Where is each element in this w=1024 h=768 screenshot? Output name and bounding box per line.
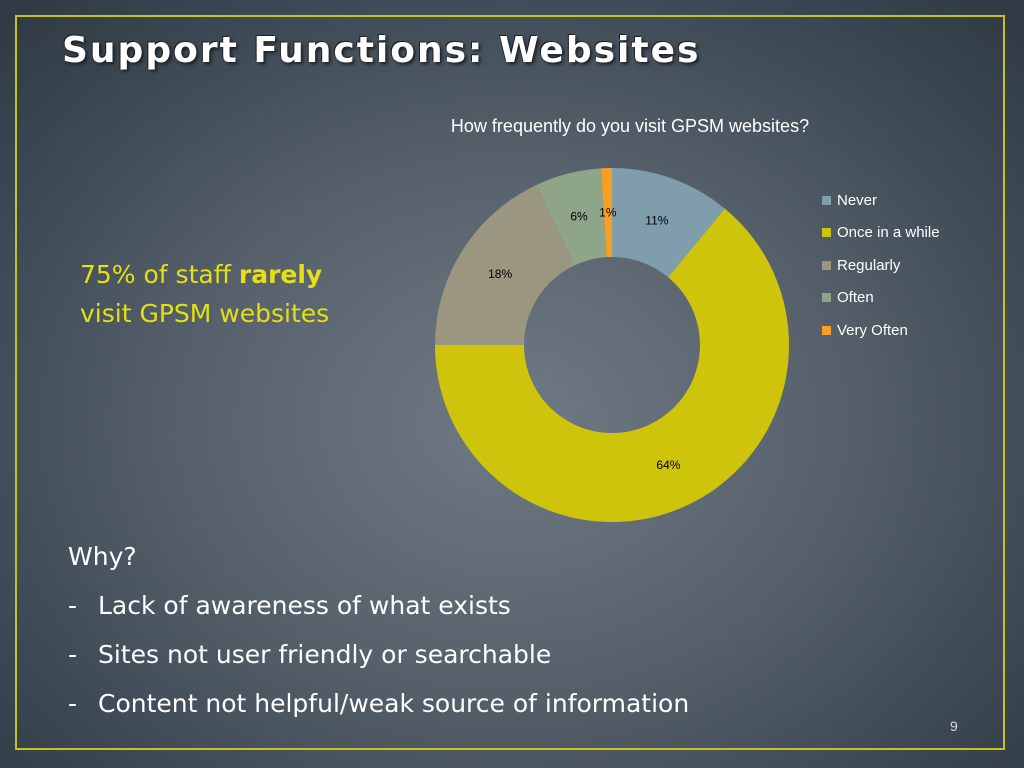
slice-label: 64% [656, 458, 680, 472]
legend-item: Very Often [822, 314, 940, 347]
bullet-item: - Content not helpful/weak source of inf… [68, 679, 689, 728]
bullet-item: - Lack of awareness of what exists [68, 581, 689, 630]
bullet-marker: - [68, 640, 78, 669]
legend-item: Never [822, 184, 940, 217]
legend-swatch [822, 228, 831, 238]
legend-swatch [822, 195, 831, 205]
legend-label: Often [837, 289, 874, 307]
bullet-marker: - [68, 591, 78, 620]
slice-label: 6% [570, 210, 588, 224]
slide-frame [15, 15, 1005, 750]
legend-item: Often [822, 282, 940, 315]
callout-pre: 75% of staff [80, 260, 239, 289]
donut-slice-often [536, 168, 607, 266]
chart-legend: Never Once in a while Regularly Often Very O… [822, 184, 940, 347]
donut-slice-very-often [600, 168, 612, 258]
legend-swatch [822, 293, 831, 303]
legend-swatch [822, 260, 831, 270]
legend-item: Regularly [822, 249, 940, 282]
why-section: Why? - Lack of awareness of what exists … [68, 532, 689, 728]
callout-bold: rarely [238, 260, 323, 289]
legend-label: Very Often [837, 321, 908, 339]
chart-title: How frequently do you visit GPSM website… [450, 116, 810, 136]
legend-label: Regularly [837, 256, 901, 274]
donut-slice-once-in-a-while [435, 208, 789, 523]
callout-text: 75% of staff rarely visit GPSM websites [80, 255, 370, 333]
bullet-text: Lack of awareness of what exists [98, 591, 511, 620]
bullet-text: Content not helpful/weak source of infor… [98, 689, 690, 718]
bullet-text: Sites not user friendly or searchable [98, 640, 552, 669]
legend-label: Never [837, 191, 878, 209]
slide-title: Support Functions: Websites [62, 30, 701, 71]
slice-label: 18% [488, 267, 512, 281]
legend-swatch [822, 325, 831, 335]
bullet-marker: - [68, 689, 78, 718]
why-heading: Why? [68, 542, 137, 571]
donut-chart: 11% 64% 18% 6% 1% [435, 168, 789, 523]
legend-item: Once in a while [822, 217, 940, 250]
slice-label: 11% [645, 213, 668, 227]
page-number: 9 [950, 718, 958, 734]
bullet-item: - Sites not user friendly or searchable [68, 630, 689, 679]
legend-label: Once in a while [837, 224, 940, 242]
donut-slice-never [612, 168, 725, 278]
donut-slice-regularly [435, 184, 575, 345]
callout-post: visit GPSM websites [80, 299, 330, 328]
slice-label: 1% [599, 206, 617, 220]
